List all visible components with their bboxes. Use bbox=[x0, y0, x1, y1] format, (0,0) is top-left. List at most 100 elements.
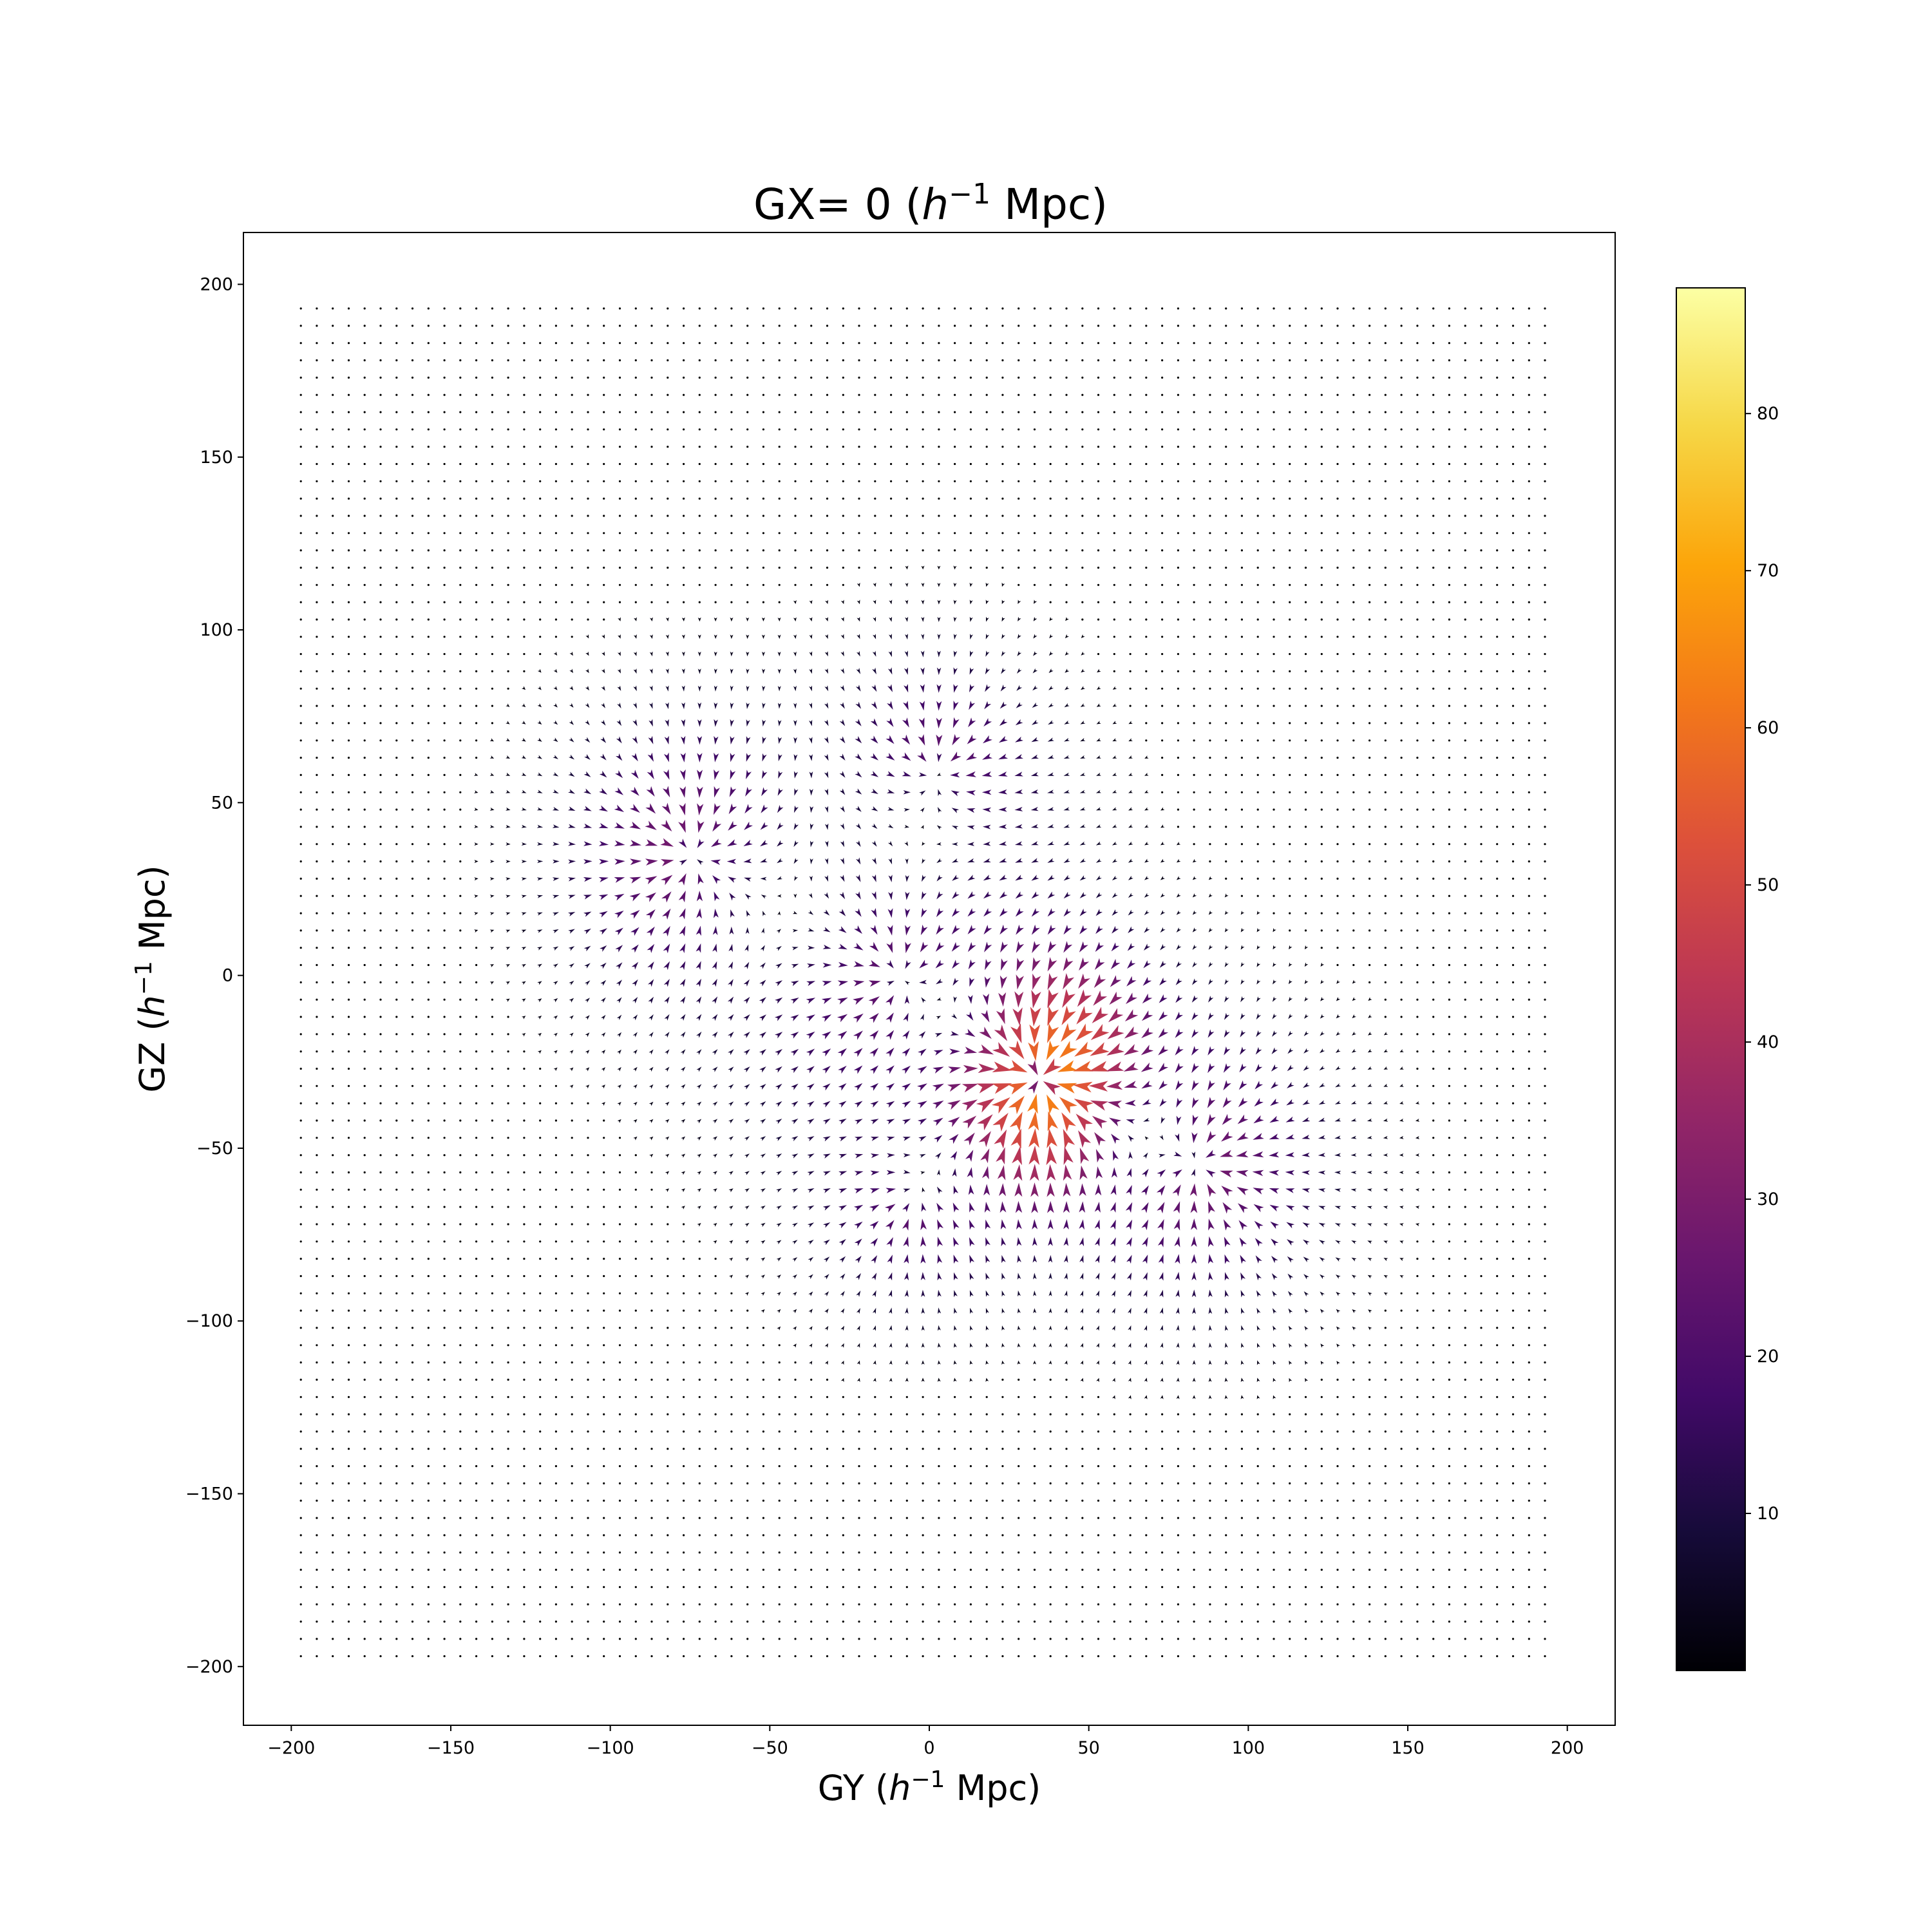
field-arrow bbox=[679, 978, 686, 987]
field-arrow bbox=[1241, 1343, 1244, 1349]
field-arrow bbox=[1273, 945, 1276, 950]
field-dot bbox=[1289, 1551, 1291, 1554]
field-dot bbox=[1065, 1378, 1068, 1381]
field-dot bbox=[427, 895, 430, 897]
field-dot bbox=[347, 808, 350, 811]
field-dot bbox=[1113, 549, 1115, 552]
field-dot bbox=[1018, 583, 1020, 586]
field-dot bbox=[667, 1223, 669, 1226]
field-arrow bbox=[1079, 925, 1088, 934]
field-dot bbox=[954, 497, 956, 500]
field-dot bbox=[587, 1102, 589, 1104]
field-arrow bbox=[952, 875, 960, 881]
field-dot bbox=[1273, 826, 1275, 828]
field-dot bbox=[332, 981, 334, 983]
field-arrow bbox=[998, 992, 1007, 1007]
field-arrow bbox=[1256, 1273, 1262, 1281]
field-arrow bbox=[1029, 1024, 1041, 1044]
field-arrow bbox=[1256, 1360, 1260, 1365]
field-dot bbox=[427, 1171, 430, 1174]
field-dot bbox=[1177, 826, 1179, 828]
field-dot bbox=[443, 1171, 446, 1174]
field-dot bbox=[1273, 1586, 1275, 1588]
field-arrow bbox=[568, 929, 575, 934]
field-dot bbox=[1113, 497, 1115, 500]
field-arrow bbox=[1079, 807, 1086, 811]
field-arrow bbox=[853, 1065, 863, 1074]
field-dot bbox=[299, 1327, 302, 1329]
field-arrow bbox=[776, 1257, 782, 1262]
field-dot bbox=[698, 1378, 701, 1381]
field-dot bbox=[523, 1499, 526, 1502]
field-arrow bbox=[1175, 1289, 1180, 1298]
field-dot bbox=[905, 1568, 908, 1571]
field-arrow bbox=[921, 1325, 925, 1331]
field-arrow bbox=[985, 1237, 990, 1247]
field-dot bbox=[1273, 1655, 1275, 1658]
field-dot bbox=[523, 1430, 526, 1433]
field-arrow bbox=[1080, 1325, 1083, 1331]
field-arrow bbox=[696, 1066, 702, 1072]
field-dot bbox=[299, 515, 302, 517]
field-arrow bbox=[537, 737, 542, 742]
field-arrow bbox=[1072, 1081, 1093, 1093]
field-dot bbox=[395, 1534, 398, 1537]
field-arrow bbox=[1079, 941, 1088, 952]
field-dot bbox=[698, 497, 701, 500]
field-dot bbox=[475, 1050, 478, 1053]
field-dot bbox=[683, 1448, 685, 1450]
field-dot bbox=[347, 583, 350, 586]
field-dot bbox=[443, 1154, 446, 1157]
field-dot bbox=[650, 411, 653, 413]
field-arrow bbox=[1236, 1187, 1249, 1196]
field-arrow bbox=[730, 617, 734, 622]
field-dot bbox=[427, 1309, 430, 1312]
field-dot bbox=[1225, 359, 1227, 362]
field-dot bbox=[698, 1309, 701, 1312]
field-dot bbox=[299, 1534, 302, 1537]
field-dot bbox=[475, 515, 478, 517]
field-arrow bbox=[730, 909, 735, 918]
field-dot bbox=[1289, 912, 1291, 914]
field-dot bbox=[778, 515, 781, 517]
field-arrow bbox=[1017, 650, 1022, 656]
field-dot bbox=[1209, 342, 1211, 345]
field-dot bbox=[603, 411, 605, 413]
field-dot bbox=[762, 1638, 764, 1640]
field-dot bbox=[1304, 1586, 1307, 1588]
field-dot bbox=[1256, 1413, 1259, 1416]
field-arrow bbox=[1033, 1325, 1037, 1331]
field-arrow bbox=[762, 703, 766, 709]
field-dot bbox=[1289, 428, 1291, 431]
field-dot bbox=[698, 1465, 701, 1468]
field-arrow bbox=[630, 858, 642, 866]
field-dot bbox=[714, 1517, 717, 1519]
field-dot bbox=[794, 411, 797, 413]
field-dot bbox=[1161, 618, 1164, 621]
field-dot bbox=[1065, 1534, 1068, 1537]
field-arrow bbox=[1094, 1202, 1101, 1213]
field-dot bbox=[299, 895, 302, 897]
field-arrow bbox=[601, 1084, 605, 1089]
field-dot bbox=[634, 1517, 637, 1519]
field-dot bbox=[1145, 446, 1148, 448]
field-arrow bbox=[855, 1255, 862, 1264]
field-dot bbox=[299, 1517, 302, 1519]
field-dot bbox=[1033, 1448, 1036, 1450]
field-dot bbox=[746, 1309, 749, 1312]
field-dot bbox=[507, 532, 509, 535]
field-arrow bbox=[697, 838, 705, 848]
field-dot bbox=[379, 1396, 382, 1398]
field-dot bbox=[650, 462, 653, 466]
field-arrow bbox=[1224, 961, 1229, 967]
field-dot bbox=[1177, 480, 1179, 482]
field-arrow bbox=[662, 908, 671, 920]
field-dot bbox=[539, 1361, 542, 1364]
field-dot bbox=[395, 808, 398, 811]
field-arrow bbox=[809, 754, 813, 761]
field-arrow bbox=[824, 1308, 829, 1314]
field-dot bbox=[1289, 1430, 1291, 1433]
field-dot bbox=[316, 1603, 318, 1605]
field-arrow bbox=[886, 995, 895, 1006]
field-arrow bbox=[952, 891, 960, 899]
